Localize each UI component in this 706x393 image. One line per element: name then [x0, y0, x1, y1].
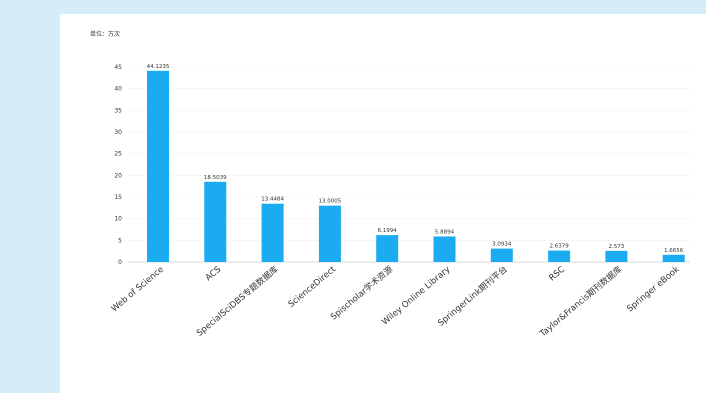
y-tick-label: 5: [118, 237, 122, 244]
bar: [490, 248, 513, 262]
data-label: 2.6379: [549, 244, 569, 250]
y-tick-label: 0: [118, 259, 122, 266]
data-label: 2.573: [609, 244, 625, 250]
bar: [204, 181, 227, 262]
x-tick-label: RSC: [547, 265, 567, 284]
data-label: 44.1235: [147, 64, 170, 70]
data-labels: 44.1235 18.5039 13.4484 13.0005 6.1994 5.8894…: [147, 64, 684, 254]
data-label: 13.0005: [319, 199, 342, 205]
y-axis-ticks: 0 5 10 15 20 25 30 35 40 45: [114, 64, 122, 266]
bars: [147, 70, 685, 263]
bar: [147, 70, 169, 263]
data-label: 6.1994: [378, 228, 398, 234]
y-tick-label: 25: [114, 151, 122, 158]
bar: [318, 205, 341, 262]
x-tick-label: Web of Science: [110, 265, 166, 314]
y-tick-label: 40: [114, 86, 122, 93]
x-tick-label: ScienceDirect: [287, 264, 339, 310]
data-label: 3.0934: [492, 242, 512, 248]
y-tick-label: 45: [114, 64, 122, 71]
y-tick-label: 35: [114, 107, 122, 114]
data-label: 5.8894: [435, 229, 455, 235]
data-label: 1.6656: [664, 248, 684, 254]
y-tick-label: 20: [114, 172, 122, 179]
y-tick-label: 15: [114, 194, 122, 201]
y-tick-label: 10: [114, 216, 122, 223]
x-tick-label: ACS: [204, 265, 223, 284]
bar: [662, 254, 685, 262]
bar: [261, 203, 284, 262]
unit-label: 单位：万次: [90, 30, 120, 38]
x-tick-label: Springer eBook: [625, 265, 681, 315]
bar: [376, 235, 399, 262]
x-tick-label: Spischolar学术资源: [328, 264, 395, 323]
bar: [605, 250, 628, 262]
bar: [548, 250, 571, 262]
bar: [433, 236, 456, 262]
data-label: 13.4484: [261, 197, 284, 203]
y-tick-label: 30: [114, 129, 122, 136]
data-label: 18.5039: [204, 175, 227, 181]
